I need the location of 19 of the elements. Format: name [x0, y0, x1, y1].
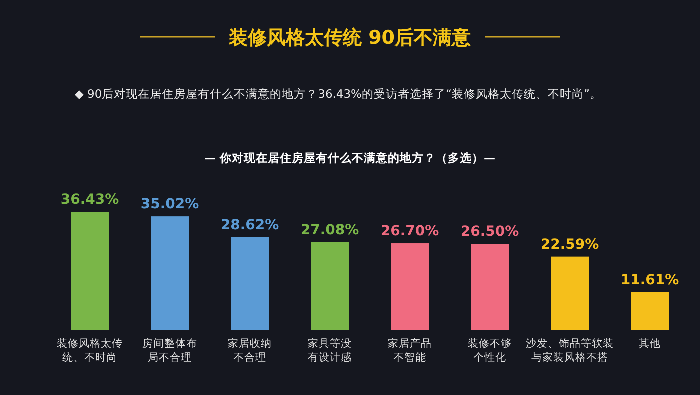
data-label: 11.61%: [620, 272, 680, 288]
category: 家具等没有设计感: [308, 338, 352, 364]
category: 家居产品不智能: [388, 338, 432, 364]
data-label: 26.70%: [380, 224, 440, 240]
category: 家居收纳不合理: [228, 338, 272, 364]
category: 装修不够个性化: [468, 338, 512, 364]
data-label: 28.62%: [220, 217, 280, 234]
data-label: 36.43%: [60, 192, 120, 208]
annotation: — 你对现在居住房屋有什么不满意的地方？（多选）—: [204, 151, 496, 165]
subtitle: ◆ 90后对现在居住房屋有什么不满意的地方？36.43%的受访者选择了“装修风格太传统、不时尚”。: [75, 87, 602, 101]
data-label: 35.02%: [140, 196, 200, 213]
data-label: 22.59%: [540, 236, 600, 253]
data-label: 27.08%: [300, 222, 360, 238]
category: 房间整体布局不合理: [142, 338, 198, 364]
title: 装修风格太传统 90后不满意: [228, 27, 472, 49]
category: 其他: [639, 338, 661, 350]
category: 装修风格太传统、不时尚: [57, 338, 123, 364]
category: 沙发、饰品等软装与家装风格不搭: [526, 338, 614, 364]
data-label: 26.50%: [460, 224, 520, 240]
